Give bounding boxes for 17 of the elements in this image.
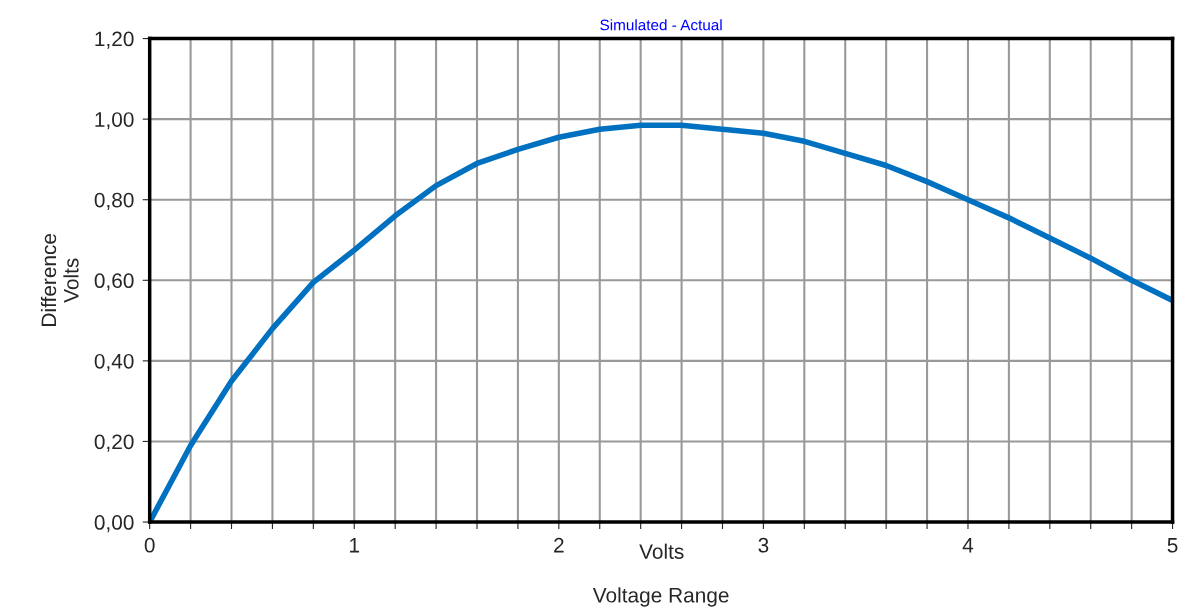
y-tick-label: 0,40 <box>94 353 134 372</box>
x-axis-title: Voltage Range <box>592 587 729 607</box>
x-tick-label: 0 <box>144 537 155 553</box>
x-tick-label: 5 <box>1167 538 1178 553</box>
y-tick-label: 1,20 <box>95 31 134 49</box>
text: Volts <box>639 543 684 559</box>
y-axis-title: Difference Volts <box>40 233 79 326</box>
y-tick-label: 0,80 <box>94 192 134 210</box>
x-tick-label: 3 <box>758 537 769 553</box>
y-tick-label: 1,00 <box>95 112 134 130</box>
chart-title: Simulated - Actual <box>600 19 722 31</box>
y-tick-label: 0,60 <box>94 273 134 291</box>
x-tick-label: 2 <box>554 537 564 553</box>
x-tick-label: 1 <box>350 538 360 553</box>
y-tick-label: 0,00 <box>94 515 134 533</box>
x-tick-label: 4 <box>962 538 974 553</box>
y-tick-label: 0,20 <box>94 434 134 452</box>
